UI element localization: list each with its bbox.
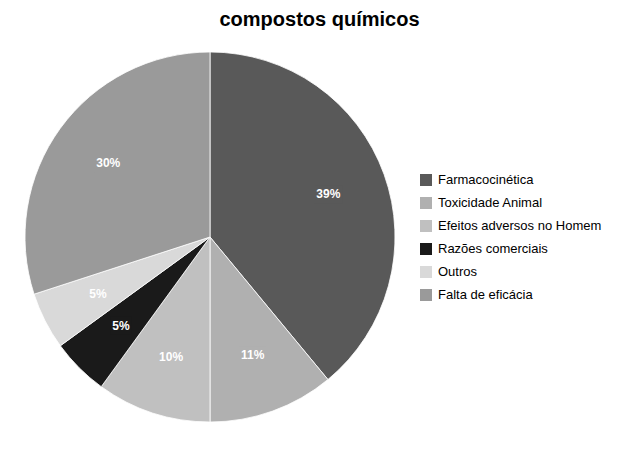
- html-text:Efeitos adversos no Homem: Efeitos adversos no Homem: [438, 218, 602, 233]
- html-text:Farmacocinética: Farmacocinética: [438, 172, 534, 187]
- html-text:Toxicidade Animal: Toxicidade Animal: [438, 195, 543, 210]
- svg-text:10%: 10%: [159, 350, 183, 364]
- svg-text:39%: 39%: [316, 187, 340, 201]
- svg-text:11%: 11%: [241, 348, 265, 362]
- html-text:compostos químicos: compostos químicos: [219, 8, 420, 30]
- svg-text:30%: 30%: [96, 156, 120, 170]
- svg-text:5%: 5%: [112, 319, 130, 333]
- html-text:Razões comerciais: Razões comerciais: [438, 241, 548, 256]
- html-text:Outros: Outros: [438, 264, 477, 279]
- svg-text:5%: 5%: [89, 287, 107, 301]
- html-text:Falta de eficácia: Falta de eficácia: [438, 287, 533, 302]
